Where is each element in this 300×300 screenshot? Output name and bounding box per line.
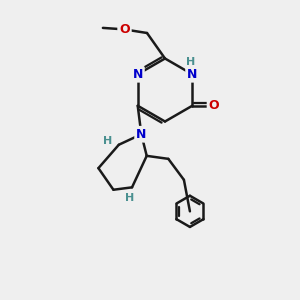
Text: N: N — [187, 68, 197, 81]
Text: H: H — [186, 57, 195, 67]
Text: H: H — [125, 193, 134, 203]
Text: N: N — [136, 128, 146, 141]
Text: O: O — [119, 23, 130, 36]
Text: N: N — [133, 68, 143, 81]
Text: H: H — [103, 136, 112, 146]
Text: O: O — [208, 99, 219, 112]
